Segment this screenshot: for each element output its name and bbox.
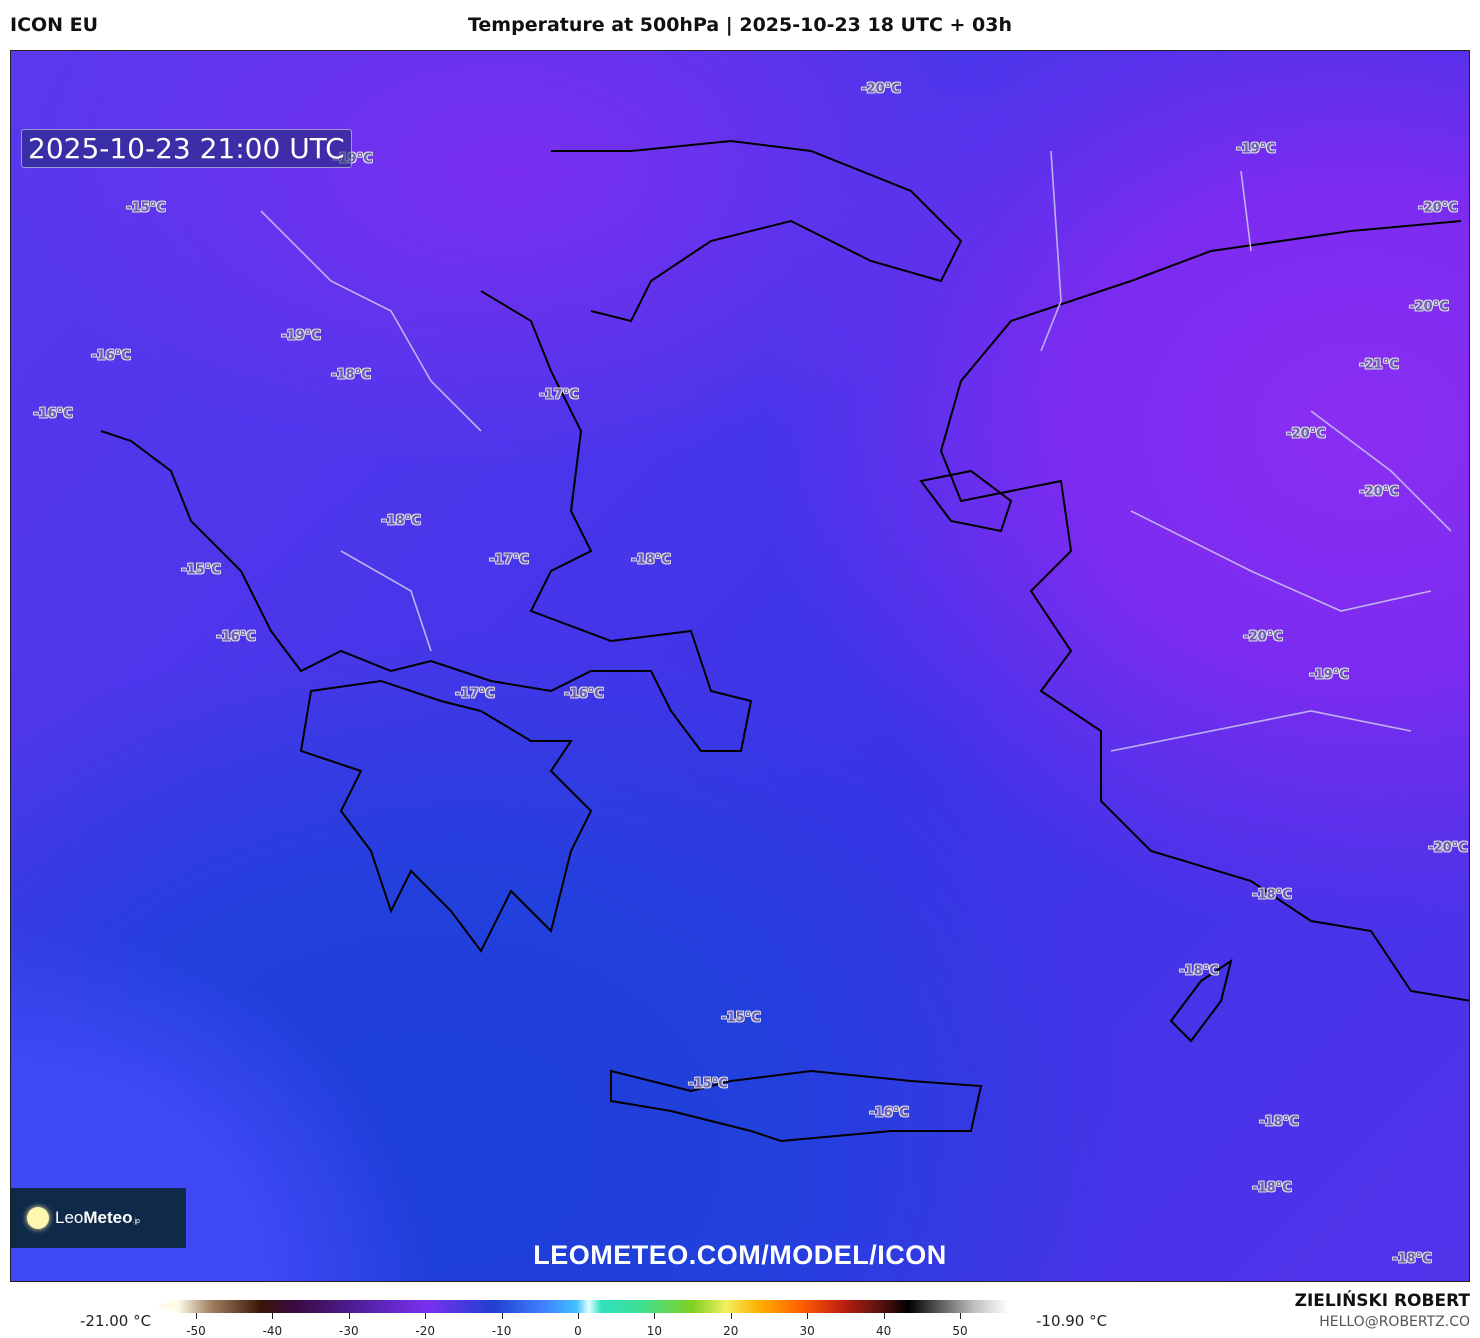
temperature-label: -17°C [455,686,495,702]
colorbar-tick-label: -10 [491,1324,512,1338]
colorbar-tick-label: -50 [186,1324,206,1338]
coastlines [100,139,1469,1143]
colorbar-tick-mark [348,1313,350,1319]
colorbar-tick-label: 50 [952,1324,968,1338]
sun-icon [27,1207,49,1229]
colorbar-tick-mark [730,1313,732,1319]
colorbar-tick-label: 30 [799,1324,815,1338]
colorbar-tick-label: 0 [574,1324,582,1338]
colorbar-tick-mark [960,1313,961,1319]
colorbar [178,1300,1008,1313]
temperature-label: -16°C [91,348,131,364]
temperature-label: -18°C [331,367,371,383]
colorbar-extend-right [1008,1300,1031,1312]
temperature-label: -16°C [33,406,73,422]
temperature-label: -16°C [869,1105,909,1121]
colorbar-tick-mark [654,1313,656,1319]
temperature-label: -15°C [721,1010,761,1026]
temperature-label: -19°C [1236,141,1276,157]
author-name: ZIELIŃSKI ROBERT [1294,1291,1470,1311]
colorbar-tick-mark [883,1313,885,1319]
colorbar-tick-mark [578,1313,579,1319]
temperature-label: -20°C [1359,484,1399,500]
temperature-label: -17°C [539,387,579,403]
colorbar-tick-mark [425,1313,427,1319]
temperature-label: -21°C [1359,357,1399,373]
coastline-rhodes [1169,958,1233,1043]
leometeo-logo[interactable]: LeoMeteo.jp [11,1188,186,1248]
temperature-label: -18°C [1392,1251,1432,1267]
temperature-label: -20°C [1418,200,1458,216]
temperature-label: -19°C [1309,667,1349,683]
temperature-label: -16°C [216,629,256,645]
author-email: HELLO@ROBERTZ.CO [1319,1314,1470,1330]
temperature-label: -17°C [489,552,529,568]
temperature-label: -20°C [1409,299,1449,315]
coastline-peloponnese [299,679,593,953]
temperature-label: -18°C [1252,887,1292,903]
colorbar-tick-label: 20 [723,1324,739,1338]
colorbar-tick-label: -40 [262,1324,283,1338]
temperature-label: -20°C [861,81,901,97]
colorbar-tick-mark [807,1313,809,1319]
colorbar-tick-label: 40 [875,1324,892,1338]
colorbar-min-label: -21.00 °C [80,1312,152,1330]
temperature-label: -18°C [1252,1180,1292,1196]
watermark-url: LEOMETEO.COM/MODEL/ICON [533,1240,947,1270]
temperature-label: -18°C [381,513,421,529]
coastline-north-aegean [551,139,963,323]
temperature-label: -16°C [564,686,604,702]
colorbar-extend-left [155,1300,178,1312]
temperature-label: -15°C [181,562,221,578]
coastline-turkey [939,220,1469,1002]
colorbar-tick-label: -30 [338,1324,359,1338]
temperature-label: -20°C [1428,840,1468,856]
colorbar-tick-label: 10 [646,1324,663,1338]
temperature-label: -18°C [631,552,671,568]
chart-title: Temperature at 500hPa | 2025-10-23 18 UT… [467,14,1013,36]
temperature-label: -20°C [1243,629,1283,645]
temperature-label: -20°C [1286,426,1326,442]
temperature-label: -15°C [688,1076,728,1092]
colorbar-tick-mark [272,1313,274,1319]
colorbar-tick-mark [196,1313,197,1319]
colorbar-tick-mark [501,1313,503,1319]
border-lines [260,150,1452,752]
model-name: ICON EU [10,14,99,36]
coastline-crete [610,1069,983,1143]
colorbar-max-label: -10.90 °C [1036,1312,1108,1330]
logo-text: LeoMeteo.jp [55,1208,140,1227]
temperature-label: -18°C [1259,1114,1299,1130]
coastline-lesbos [919,469,1013,533]
temperature-label: -18°C [1179,963,1219,979]
temperature-map[interactable]: -20°C -19°C -19°C -15°C -20°C -20°C -19°C -16°C… [10,50,1470,1282]
temperature-label: -19°C [281,328,321,344]
temperature-label: -15°C [126,200,166,216]
valid-time-stamp: 2025-10-23 21:00 UTC [21,129,352,168]
coastline-greece-mainland [100,290,753,752]
colorbar-tick-label: -20 [415,1324,435,1338]
